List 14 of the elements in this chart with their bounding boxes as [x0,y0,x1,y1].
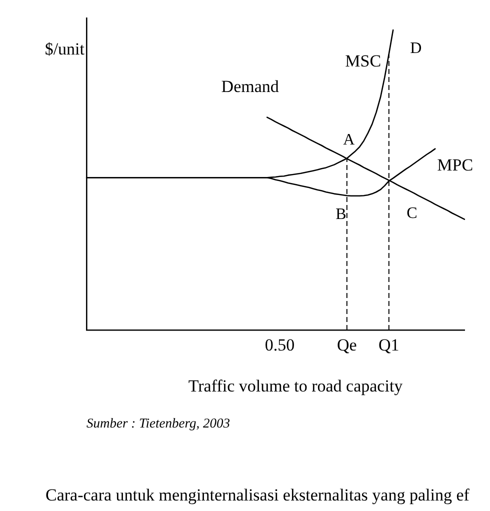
x-tick-label: Q1 [378,336,400,355]
y-axis-title: $/unit [44,39,85,58]
series-label: MPC [437,155,474,174]
x-tick-label: Qe [336,336,357,355]
x-axis-title: Traffic volume to road capacity [188,376,404,396]
annotation: A [343,132,356,149]
series-label: MSC [345,51,382,70]
annotation: D [410,40,422,58]
series-label: Demand [221,76,280,96]
x-tick-label: 0.50 [264,336,295,355]
text: Cara-cara untuk menginternalisasi eksternalitas yang paling ef [46,485,470,504]
annotation: B [336,206,346,223]
text: Sumber : Tietenberg, 2003 [86,416,230,431]
annotation: C [406,205,418,222]
